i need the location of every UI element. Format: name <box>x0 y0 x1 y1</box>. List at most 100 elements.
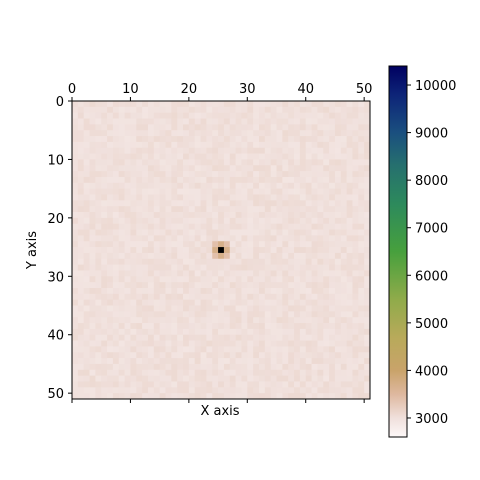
heatmap-cell <box>305 311 312 318</box>
heatmap-cell <box>142 381 149 388</box>
heatmap-cell <box>323 217 330 225</box>
heatmap-cell <box>299 194 307 201</box>
heatmap-cell <box>229 194 236 201</box>
heatmap-cell <box>364 235 371 242</box>
heatmap-cell <box>352 358 359 365</box>
heatmap-cell <box>317 124 324 131</box>
heatmap-cell <box>159 106 166 114</box>
heatmap-cell <box>177 235 184 242</box>
heatmap-cell <box>83 200 90 207</box>
heatmap-cell <box>124 188 131 195</box>
heatmap-cell <box>334 258 342 265</box>
heatmap-cell <box>136 130 143 137</box>
heatmap-cell <box>200 375 207 382</box>
heatmap-cell <box>130 381 137 388</box>
heatmap-cell <box>83 369 90 376</box>
heatmap-cell <box>311 393 318 400</box>
heatmap-cell <box>118 130 125 137</box>
heatmap-cell <box>317 200 324 207</box>
heatmap-cell <box>334 112 342 119</box>
heatmap-cell <box>253 346 260 353</box>
heatmap-cell <box>352 101 359 108</box>
heatmap-cell <box>83 206 90 213</box>
heatmap-cell <box>346 147 353 154</box>
heatmap-cell <box>329 270 336 277</box>
heatmap-cell <box>159 346 166 353</box>
heatmap-cell <box>159 282 166 289</box>
heatmap-cell <box>118 124 125 131</box>
heatmap-cell <box>124 130 131 137</box>
heatmap-cell <box>299 375 307 382</box>
heatmap-cell <box>223 270 231 277</box>
heatmap-cell <box>346 287 353 295</box>
heatmap-cell <box>299 334 307 341</box>
heatmap-cell <box>346 165 353 172</box>
heatmap-cell <box>200 340 207 347</box>
heatmap-cell <box>218 159 225 166</box>
heatmap-cell <box>253 358 260 365</box>
heatmap-cell <box>112 346 120 353</box>
heatmap-cell <box>165 387 172 394</box>
heatmap-cell <box>206 217 213 225</box>
heatmap-cell <box>183 287 190 295</box>
heatmap-cell <box>352 235 359 242</box>
heatmap-cell <box>229 235 236 242</box>
heatmap-cell <box>147 200 155 207</box>
heatmap-cell <box>83 282 90 289</box>
heatmap-cell <box>136 124 143 131</box>
heatmap-cell <box>276 147 283 154</box>
heatmap-cell <box>276 159 283 166</box>
heatmap-cell <box>352 363 359 371</box>
heatmap-cell <box>264 287 272 295</box>
heatmap-cell <box>130 311 137 318</box>
heatmap-cell <box>72 118 79 125</box>
heatmap-cell <box>329 358 336 365</box>
heatmap-cell <box>346 136 353 143</box>
heatmap-cell <box>95 112 102 119</box>
heatmap-cell <box>206 200 213 207</box>
heatmap-cell <box>212 375 219 382</box>
heatmap-cell <box>194 393 201 400</box>
heatmap-cell <box>83 188 90 195</box>
colorbar-tick-label: 6000 <box>415 269 448 284</box>
heatmap-cell <box>101 223 108 230</box>
heatmap-cell <box>282 241 289 248</box>
heatmap-cell <box>334 182 342 189</box>
heatmap-cell <box>77 305 85 312</box>
heatmap-cell <box>334 159 342 166</box>
heatmap-cell <box>130 194 137 201</box>
heatmap-cell <box>299 124 307 131</box>
heatmap-cell <box>72 124 79 131</box>
heatmap-cell <box>101 317 108 324</box>
heatmap-cell <box>253 101 260 108</box>
heatmap-cell <box>206 311 213 318</box>
heatmap-cell <box>317 363 324 371</box>
heatmap-cell <box>218 363 225 371</box>
heatmap-cell <box>112 206 120 213</box>
heatmap-cell <box>223 153 231 160</box>
heatmap-cell <box>72 153 79 160</box>
heatmap-cell <box>358 130 365 137</box>
heatmap-cell <box>334 387 342 394</box>
heatmap-cell <box>223 276 231 283</box>
heatmap-cell <box>346 229 353 236</box>
heatmap-cell <box>340 229 347 236</box>
heatmap-cell <box>247 182 254 189</box>
heatmap-cell <box>194 241 201 248</box>
heatmap-cell <box>188 264 196 271</box>
heatmap-cell <box>147 334 155 341</box>
heatmap-cell <box>340 381 347 388</box>
heatmap-cell <box>206 387 213 394</box>
heatmap-cell <box>147 393 155 400</box>
heatmap-cell <box>340 323 347 330</box>
heatmap-cell <box>153 223 160 230</box>
heatmap-cell <box>282 147 289 154</box>
heatmap-cell <box>107 381 114 388</box>
heatmap-cell <box>206 101 213 108</box>
heatmap-cell <box>276 363 283 371</box>
heatmap-cell <box>241 217 248 225</box>
heatmap-cell <box>323 130 330 137</box>
heatmap-cell <box>112 282 120 289</box>
heatmap-cell <box>200 124 207 131</box>
heatmap-cell <box>352 317 359 324</box>
